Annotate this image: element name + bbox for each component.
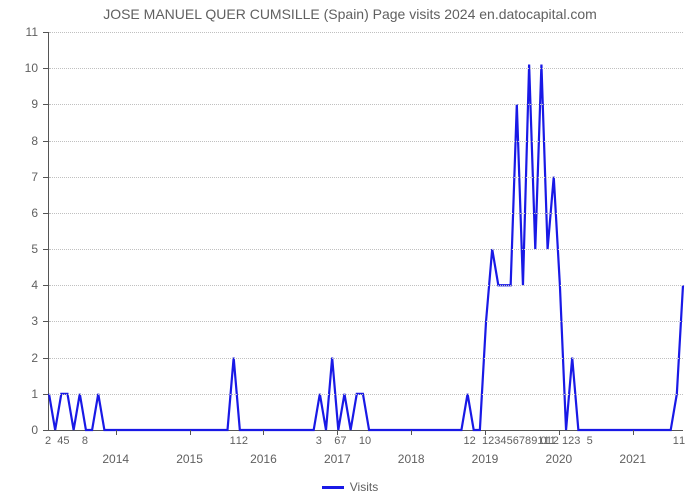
ytick-mark: [43, 285, 48, 286]
xtick-mark: [263, 430, 264, 435]
gridline: [49, 177, 683, 178]
visits-line: [49, 65, 683, 430]
ytick-label: 4: [0, 278, 38, 292]
xtick-year-label: 2016: [250, 452, 277, 466]
xtick-year-label: 2015: [176, 452, 203, 466]
ytick-label: 3: [0, 314, 38, 328]
ytick-label: 7: [0, 170, 38, 184]
xtick-mark: [116, 430, 117, 435]
ytick-label: 6: [0, 206, 38, 220]
xtick-year-label: 2018: [398, 452, 425, 466]
ytick-label: 1: [0, 387, 38, 401]
ytick-mark: [43, 68, 48, 69]
plot-area: [48, 32, 683, 431]
ytick-mark: [43, 321, 48, 322]
legend-swatch: [322, 486, 344, 489]
legend-label: Visits: [350, 480, 378, 494]
xtick-small-label: 2: [470, 435, 476, 447]
xtick-small-label: 5: [587, 435, 593, 447]
xtick-mark: [411, 430, 412, 435]
ytick-label: 9: [0, 97, 38, 111]
ytick-label: 8: [0, 134, 38, 148]
gridline: [49, 32, 683, 33]
xtick-small-label: 2: [242, 435, 248, 447]
xtick-year-label: 2019: [472, 452, 499, 466]
visits-chart: JOSE MANUEL QUER CUMSILLE (Spain) Page v…: [0, 0, 700, 500]
ytick-mark: [43, 430, 48, 431]
xtick-small-label: 3: [316, 435, 322, 447]
xtick-mark: [190, 430, 191, 435]
gridline: [49, 104, 683, 105]
ytick-mark: [43, 358, 48, 359]
ytick-label: 11: [0, 25, 38, 39]
xtick-small-label: 1: [679, 435, 685, 447]
xtick-small-label: 0: [365, 435, 371, 447]
xtick-mark: [559, 430, 560, 435]
xtick-small-label: 7: [340, 435, 346, 447]
ytick-mark: [43, 141, 48, 142]
ytick-mark: [43, 394, 48, 395]
gridline: [49, 321, 683, 322]
xtick-small-label: 2: [553, 435, 559, 447]
xtick-year-label: 2017: [324, 452, 351, 466]
ytick-mark: [43, 32, 48, 33]
gridline: [49, 68, 683, 69]
line-series: [49, 32, 683, 430]
ytick-mark: [43, 177, 48, 178]
gridline: [49, 249, 683, 250]
ytick-mark: [43, 249, 48, 250]
xtick-year-label: 2021: [619, 452, 646, 466]
ytick-label: 10: [0, 61, 38, 75]
xtick-small-label: 5: [63, 435, 69, 447]
chart-title: JOSE MANUEL QUER CUMSILLE (Spain) Page v…: [0, 6, 700, 22]
gridline: [49, 394, 683, 395]
xtick-small-label: 3: [574, 435, 580, 447]
ytick-mark: [43, 213, 48, 214]
gridline: [49, 213, 683, 214]
xtick-year-label: 2020: [546, 452, 573, 466]
gridline: [49, 285, 683, 286]
gridline: [49, 358, 683, 359]
ytick-label: 5: [0, 242, 38, 256]
ytick-label: 0: [0, 423, 38, 437]
xtick-year-label: 2014: [102, 452, 129, 466]
ytick-label: 2: [0, 351, 38, 365]
ytick-mark: [43, 104, 48, 105]
xtick-small-label: 8: [82, 435, 88, 447]
legend: Visits: [0, 480, 700, 494]
xtick-small-label: 2: [45, 435, 51, 447]
gridline: [49, 141, 683, 142]
xtick-mark: [633, 430, 634, 435]
